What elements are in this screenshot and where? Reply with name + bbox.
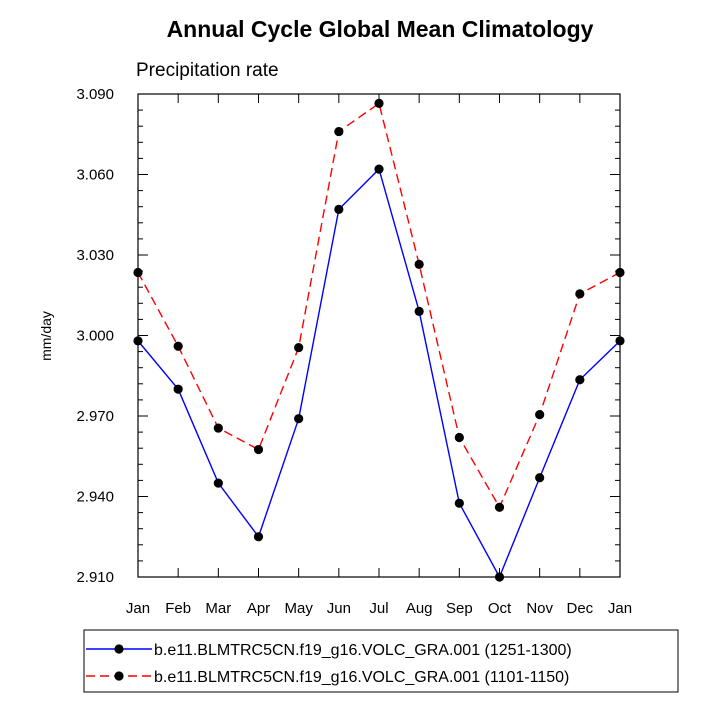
y-tick-label: 2.910 (76, 569, 114, 586)
legend-marker-2 (114, 671, 124, 681)
series-2-point (374, 98, 384, 108)
series-1-point (253, 532, 264, 542)
series-1-point (213, 478, 223, 488)
series-1-point (294, 414, 304, 424)
series-2-point (454, 432, 464, 443)
y-tick-label: 2.940 (76, 489, 114, 506)
series-1-point (374, 164, 384, 174)
series-2-point (334, 126, 344, 137)
plot-area: Jan Feb Mar Apr May Jun Jul Aug Sep Oct Nov Dec Jan 2… (76, 86, 632, 617)
series-1-point (173, 384, 183, 394)
series-2-point (294, 342, 304, 353)
x-tick-label: Jan (608, 600, 632, 617)
x-tick-label: Sep (446, 600, 473, 617)
y-tick-label: 3.090 (76, 86, 114, 103)
series-1-point (334, 204, 344, 214)
series-2-point (213, 423, 223, 433)
x-tick-label: Dec (566, 600, 593, 617)
series-1-point (414, 306, 424, 316)
series-1-point (454, 498, 464, 508)
series-1-point (535, 473, 545, 483)
y-tick-label: 2.970 (76, 408, 114, 425)
series-2-point (173, 341, 183, 351)
series-1-point (615, 336, 625, 346)
x-tick-label: Jun (327, 600, 351, 617)
series-1-point (575, 375, 585, 385)
series-2-point (494, 502, 505, 512)
series-line-2 (137, 102, 621, 509)
series-2-point (535, 410, 545, 420)
series-1-point (494, 572, 505, 582)
x-tick-label: Nov (526, 600, 553, 617)
y-tick-label: 3.000 (76, 328, 114, 345)
series-line-1 (137, 167, 621, 579)
y-tick-label: 3.030 (76, 247, 114, 264)
y-tick-label: 3.060 (76, 167, 114, 184)
series-2-point (133, 267, 143, 278)
series-2-point (615, 267, 625, 278)
y-axis-label: mm/day (38, 311, 54, 361)
x-tick-label: Jan (126, 600, 150, 617)
chart-title: Annual Cycle Global Mean Climatology (167, 16, 594, 42)
x-tick-label: Mar (205, 600, 231, 617)
series-2-point (253, 444, 264, 455)
x-tick-label: Aug (406, 600, 433, 617)
x-tick-label: Jul (369, 600, 388, 617)
chart-subtitle: Precipitation rate (136, 60, 279, 81)
legend-marker-1 (114, 644, 124, 654)
legend-label-2: b.e11.BLMTRC5CN.f19_g16.VOLC_GRA.001 (11… (154, 669, 569, 686)
x-tick-label: May (284, 600, 313, 617)
series-1-point (133, 336, 143, 346)
legend-label-1: b.e11.BLMTRC5CN.f19_g16.VOLC_GRA.001 (12… (154, 642, 572, 659)
series-2-point (575, 289, 585, 299)
x-tick-label: Oct (488, 600, 512, 617)
legend-box (83, 629, 679, 693)
x-tick-label: Apr (247, 600, 270, 617)
x-tick-label: Feb (165, 600, 191, 617)
legend: b.e11.BLMTRC5CN.f19_g16.VOLC_GRA.001 (12… (83, 629, 679, 693)
series-2-point (414, 259, 424, 269)
